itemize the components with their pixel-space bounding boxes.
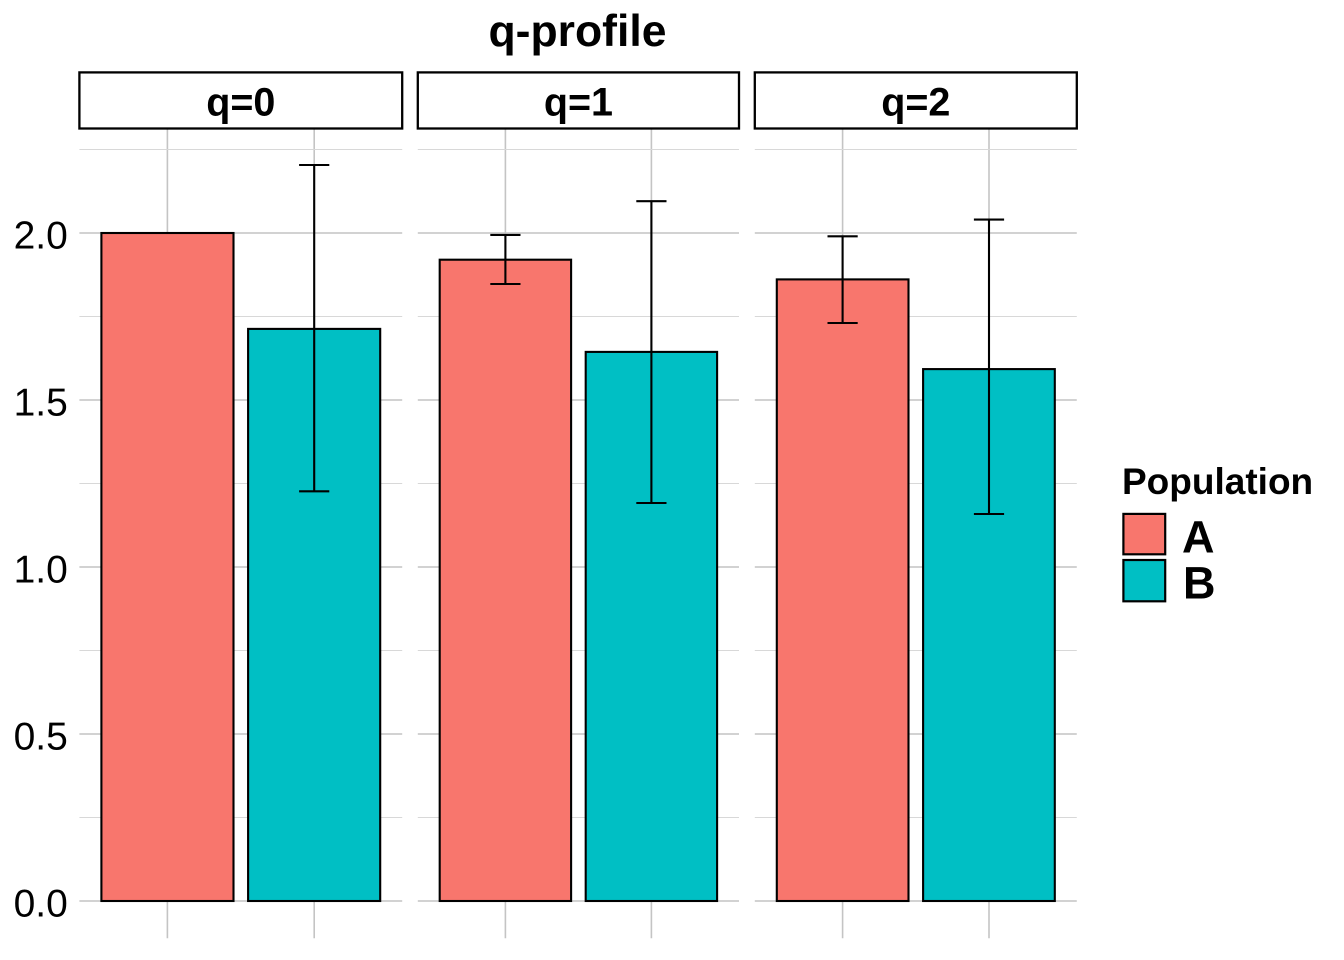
svg-text:Population: Population	[1122, 461, 1313, 502]
svg-text:2.0: 2.0	[14, 215, 68, 258]
svg-text:q=1: q=1	[544, 80, 613, 124]
svg-text:0.5: 0.5	[14, 716, 68, 759]
svg-text:1.5: 1.5	[14, 382, 68, 425]
svg-text:A: A	[1182, 511, 1215, 562]
svg-text:q=0: q=0	[206, 80, 275, 124]
svg-text:0.0: 0.0	[14, 883, 68, 926]
svg-text:1.0: 1.0	[14, 549, 68, 592]
svg-text:B: B	[1183, 558, 1216, 609]
svg-text:q=2: q=2	[881, 80, 950, 124]
svg-text:q-profile: q-profile	[489, 7, 667, 56]
